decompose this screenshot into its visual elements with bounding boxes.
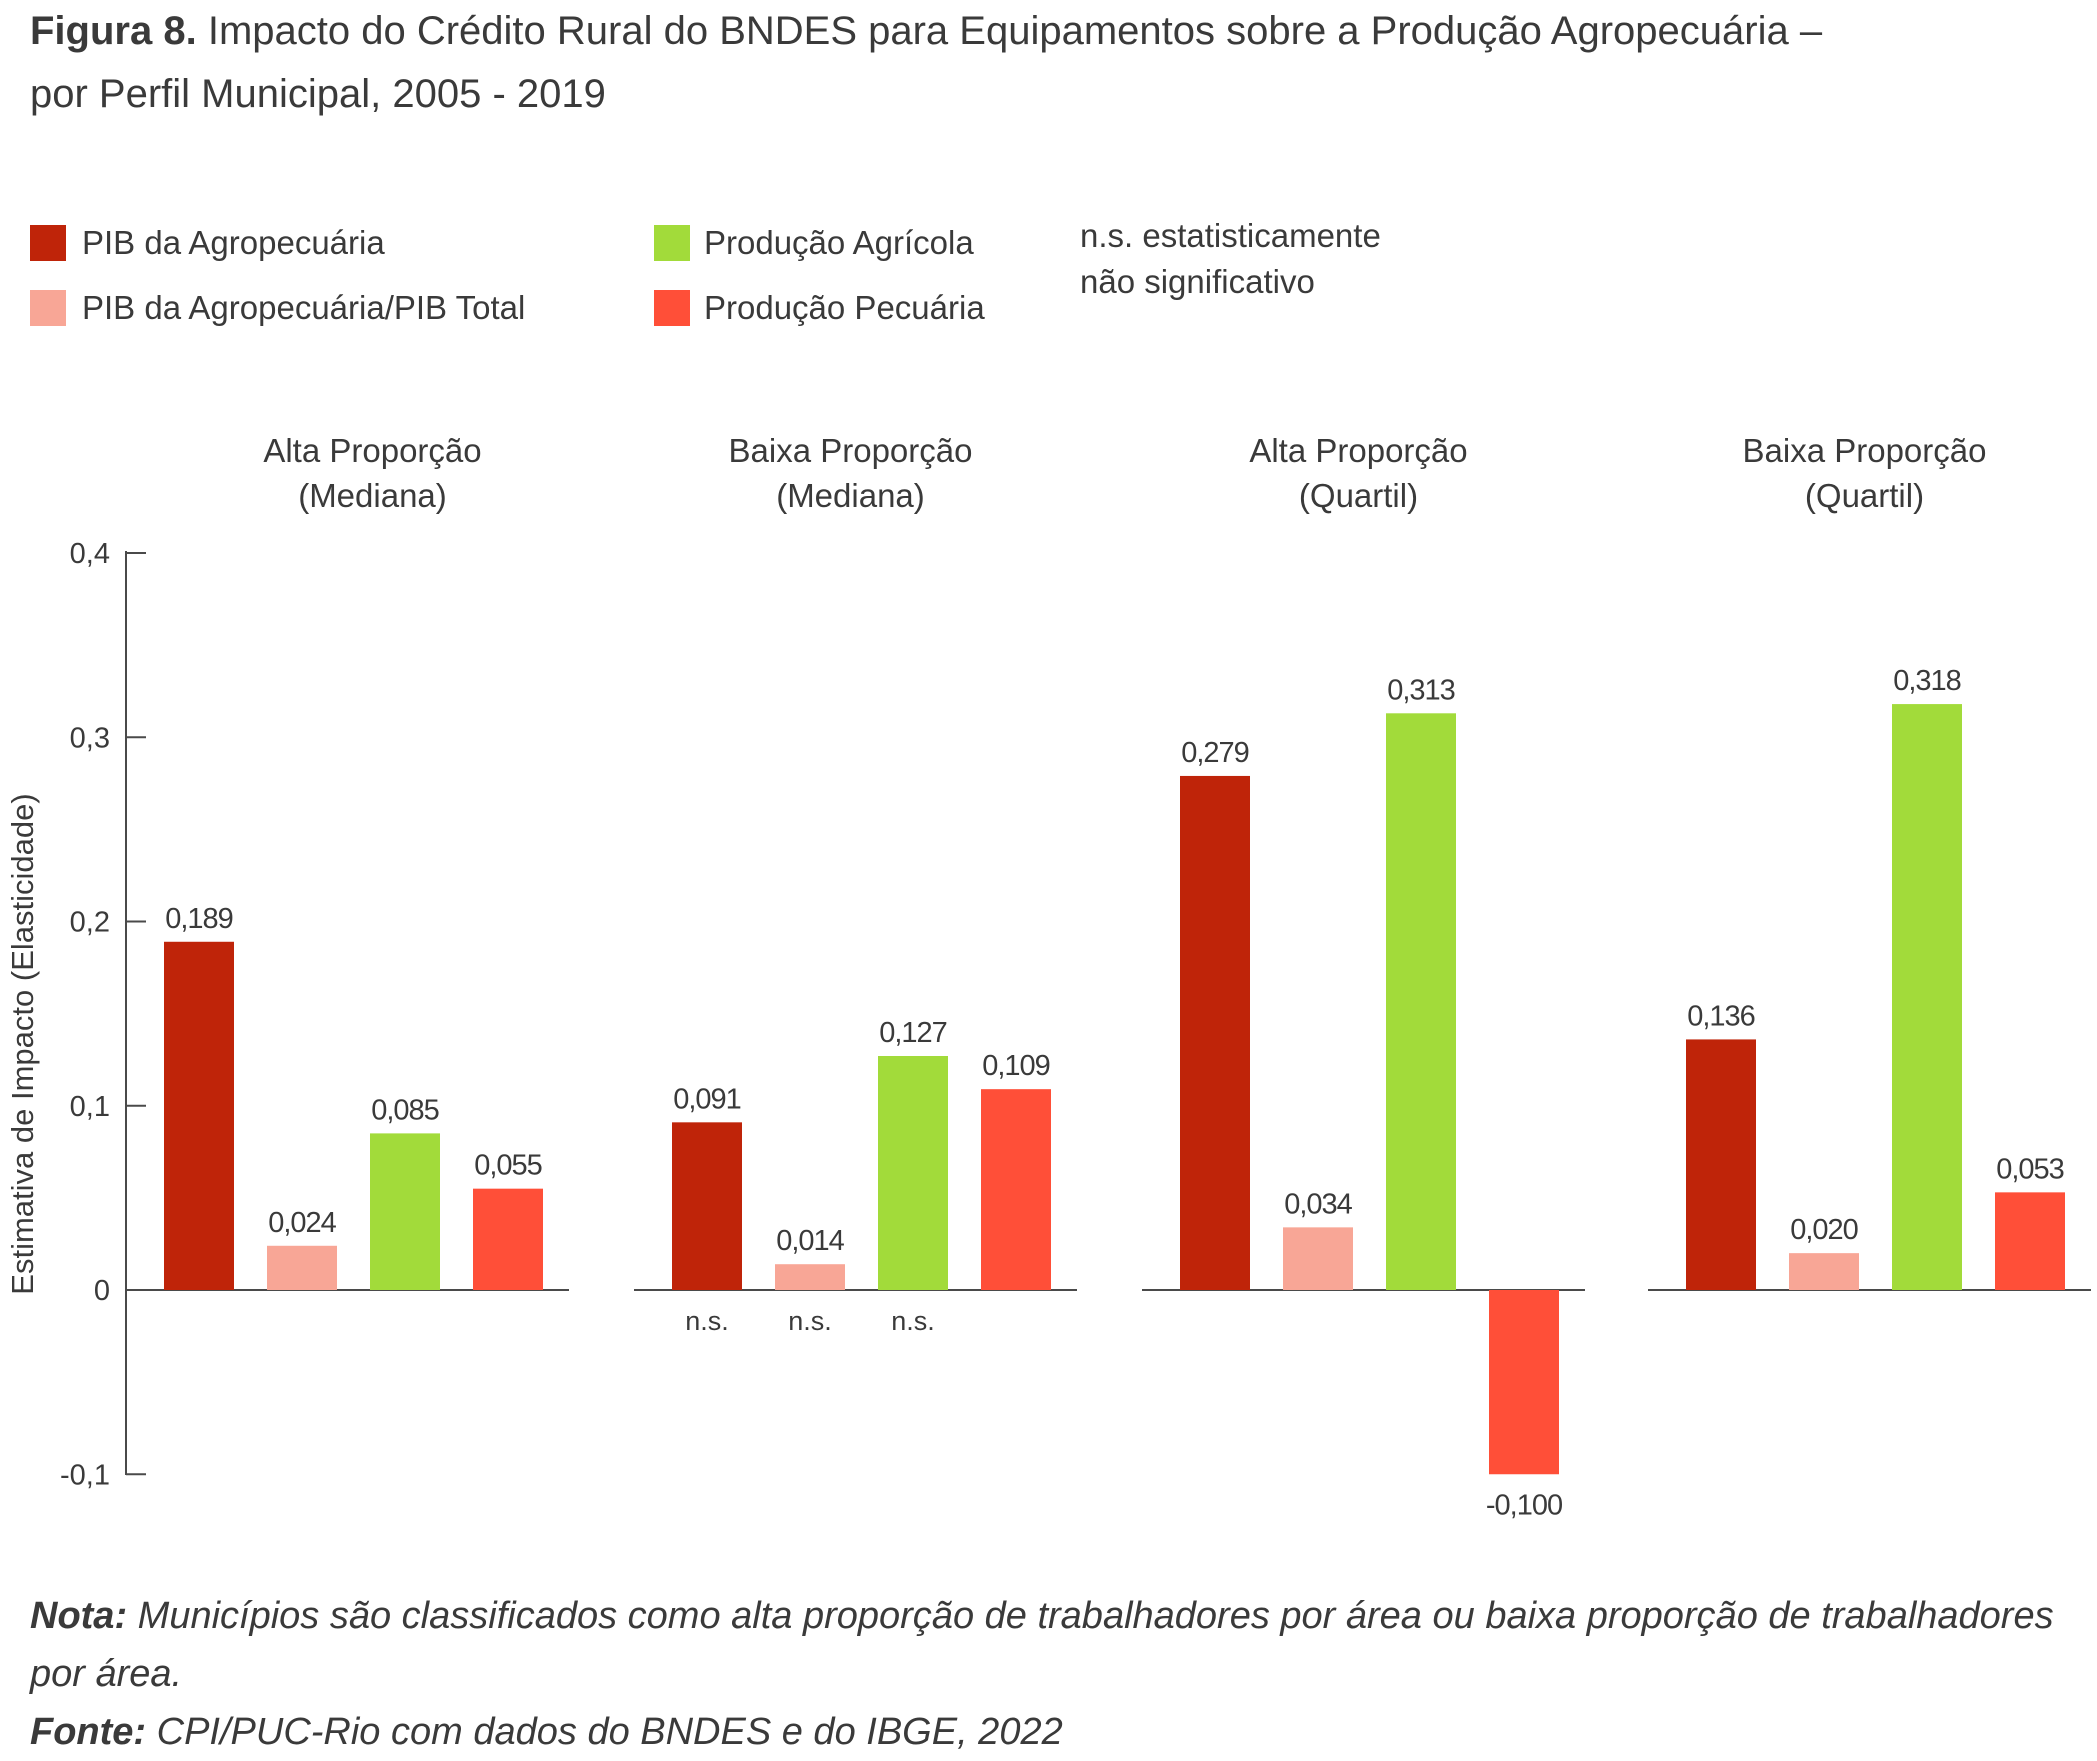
group-title-3-line2: (Quartil)	[1805, 477, 1924, 514]
legend-swatch-2	[654, 225, 690, 261]
ns-note-line2: não significativo	[1080, 263, 1315, 300]
legend-swatch-3	[654, 290, 690, 326]
bar-g0-s0	[164, 941, 234, 1290]
value-label-g3-s2: 0,318	[1893, 665, 1961, 697]
group-title-0-line1: Alta Proporção	[263, 432, 481, 469]
ns-label-g1-s0: n.s.	[685, 1306, 729, 1336]
figure-number: Figura 8.	[30, 9, 197, 53]
bar-g2-s1	[1283, 1227, 1353, 1290]
group-title-1-line2: (Mediana)	[776, 477, 925, 514]
group-title-2-line2: (Quartil)	[1299, 477, 1418, 514]
y-tick-label-0: 0,4	[70, 538, 110, 570]
bar-chart: 0,4 0,3 0,2 0,1 0 -0,1 Estimativa de Impacto (…	[5, 432, 2091, 1521]
ns-note-line1: n.s. estatisticamente	[1080, 217, 1381, 254]
value-label-g2-s2: 0,313	[1387, 674, 1455, 706]
value-label-g0-s3: 0,055	[474, 1150, 542, 1182]
value-label-g0-s1: 0,024	[268, 1207, 336, 1239]
bar-g3-s0	[1686, 1039, 1756, 1290]
value-label-g2-s3: -0,100	[1486, 1489, 1562, 1521]
legend-label-2: Produção Agrícola	[704, 224, 974, 261]
y-tick-label-2: 0,2	[70, 907, 110, 939]
group-title-2-line1: Alta Proporção	[1249, 432, 1467, 469]
bar-g0-s1	[267, 1245, 337, 1290]
y-tick-label-4: 0	[94, 1275, 110, 1307]
figure-title-line1: Impacto do Crédito Rural do BNDES para E…	[207, 9, 1823, 53]
value-label-g0-s0: 0,189	[165, 903, 233, 935]
y-tick-label-1: 0,3	[70, 722, 110, 754]
group-title-1-line1: Baixa Proporção	[729, 432, 973, 469]
value-label-g1-s1: 0,014	[776, 1225, 844, 1257]
ns-label-g1-s1: n.s.	[788, 1306, 832, 1336]
group-title-0-line2: (Mediana)	[298, 477, 447, 514]
ns-label-g1-s2: n.s.	[891, 1306, 935, 1336]
y-tick-label-5: -0,1	[60, 1459, 110, 1491]
figure-title: Figura 8. Impacto do Crédito Rural do BN…	[30, 0, 2030, 126]
bar-g1-s0	[672, 1122, 742, 1290]
legend-label-1: PIB da Agropecuária/PIB Total	[82, 289, 526, 326]
bar-g0-s3	[473, 1188, 543, 1290]
bar-g0-s2	[370, 1133, 440, 1290]
value-label-g1-s0: 0,091	[673, 1083, 741, 1115]
ns-legend-note: n.s. estatisticamente não significativo	[1080, 213, 1381, 305]
value-label-g3-s3: 0,053	[1996, 1153, 2064, 1185]
bar-g3-s1	[1789, 1253, 1859, 1290]
nota-text: Municípios são classificados como alta p…	[30, 1595, 2054, 1695]
y-tick-label-3: 0,1	[70, 1091, 110, 1123]
value-label-g0-s2: 0,085	[371, 1094, 439, 1126]
nota-label: Nota:	[30, 1595, 128, 1637]
value-label-g3-s0: 0,136	[1687, 1000, 1755, 1032]
legend-swatch-0	[30, 225, 66, 261]
fonte-text: CPI/PUC-Rio com dados do BNDES e do IBGE…	[146, 1711, 1063, 1753]
value-label-g1-s3: 0,109	[982, 1050, 1050, 1082]
bar-g1-s2	[878, 1056, 948, 1290]
bar-g3-s2	[1892, 704, 1962, 1290]
bar-g1-s3	[981, 1089, 1051, 1290]
value-label-g3-s1: 0,020	[1790, 1214, 1858, 1246]
value-label-g1-s2: 0,127	[879, 1017, 947, 1049]
legend-label-3: Produção Pecuária	[704, 289, 985, 326]
bar-g1-s1	[775, 1264, 845, 1290]
y-axis-label: Estimativa de Impacto (Elasticidade)	[5, 793, 40, 1294]
bar-g2-s0	[1180, 775, 1250, 1290]
value-label-g2-s0: 0,279	[1181, 737, 1249, 769]
group-title-3-line1: Baixa Proporção	[1743, 432, 1987, 469]
legend-label-0: PIB da Agropecuária	[82, 224, 385, 261]
bar-g2-s2	[1386, 713, 1456, 1290]
figure-title-line2: por Perfil Municipal, 2005 - 2019	[30, 72, 606, 116]
value-label-g2-s1: 0,034	[1284, 1188, 1352, 1220]
fonte-label: Fonte:	[30, 1711, 147, 1753]
footnotes: Nota: Municípios são classificados como …	[30, 1587, 2070, 1761]
bar-g2-s3	[1489, 1290, 1559, 1475]
legend-swatch-1	[30, 290, 66, 326]
bar-g3-s3	[1995, 1192, 2065, 1290]
